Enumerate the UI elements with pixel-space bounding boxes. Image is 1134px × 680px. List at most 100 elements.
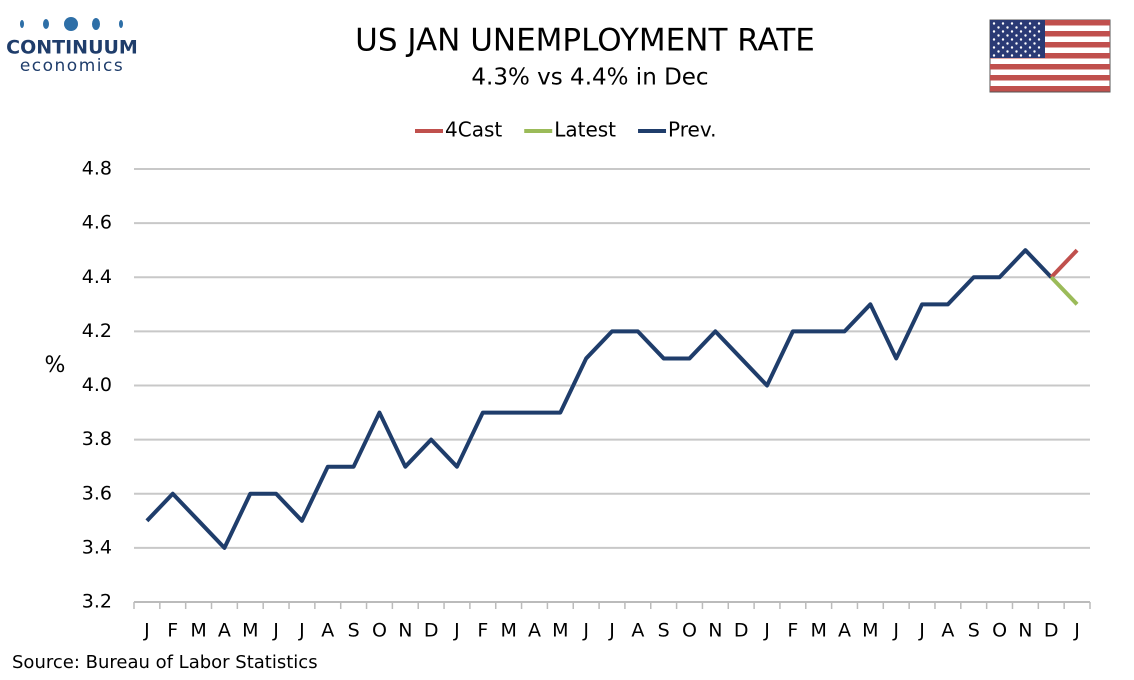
flag-star [992, 46, 996, 49]
flag-star [992, 54, 996, 57]
x-tick-label: N [708, 620, 722, 642]
flag-star [1006, 42, 1009, 45]
flag-star [1028, 30, 1032, 33]
flag-star [1006, 50, 1009, 53]
flag-star [1006, 26, 1009, 29]
x-tick-label: N [1018, 620, 1032, 642]
x-tick-label: D [1044, 620, 1059, 642]
flag-star [1015, 26, 1018, 29]
x-tick-label: O [992, 620, 1007, 642]
flag-star [1019, 38, 1023, 41]
flag-star [1024, 26, 1027, 29]
flag-star [997, 42, 1000, 45]
flag-star [1037, 38, 1041, 41]
flag-star [1024, 42, 1027, 45]
x-tick-label: M [500, 620, 516, 642]
x-tick-label: N [398, 620, 412, 642]
flag-star [1001, 38, 1005, 41]
y-axis-label: % [45, 353, 66, 378]
legend-item: Prev. [638, 118, 716, 142]
flag-star [1001, 22, 1005, 25]
x-tick-label: A [941, 620, 954, 642]
flag-star [1015, 42, 1018, 45]
x-tick-label: F [477, 620, 488, 642]
flag-star [1028, 22, 1032, 25]
flag-star [1033, 50, 1036, 53]
flag-star [1033, 34, 1036, 37]
legend-item: 4Cast [415, 118, 502, 142]
source: Source: Bureau of Labor Statistics [12, 652, 318, 673]
series-line [1049, 248, 1079, 279]
y-tick-label: 4.8 [82, 158, 112, 180]
y-tick-label: 4.2 [82, 320, 112, 342]
x-tick-label: S [348, 620, 360, 642]
flag-star [1015, 50, 1018, 53]
x-tick-label: J [582, 620, 589, 642]
flag-star [1019, 22, 1023, 25]
flag-star [1010, 46, 1014, 49]
x-tick-label: J [1073, 620, 1080, 642]
x-tick-label: F [787, 620, 798, 642]
x-tick-label: J [298, 620, 305, 642]
flag-star [992, 30, 996, 33]
flag-star [1019, 30, 1023, 33]
flag-star [1001, 46, 1005, 49]
logo-name: CONTINUUM [6, 37, 138, 59]
y-tick-label: 3.2 [82, 591, 112, 613]
x-tick-label: M [552, 620, 568, 642]
flag-star [1037, 22, 1041, 25]
flag-star [1028, 46, 1032, 49]
x-tick-label: M [810, 620, 826, 642]
x-tick-label: D [734, 620, 749, 642]
x-tick-label: A [528, 620, 541, 642]
y-tick-label: 4.6 [82, 212, 112, 234]
flag-star [1037, 30, 1041, 33]
x-tick-label: A [838, 620, 851, 642]
series-line [145, 248, 1053, 550]
flag-star [1033, 42, 1036, 45]
x-tick-label: J [272, 620, 279, 642]
x-tick-label: M [862, 620, 878, 642]
flag-star [1010, 38, 1014, 41]
x-tick-label: O [372, 620, 387, 642]
y-tick-label: 3.8 [82, 428, 112, 450]
x-tick-label: F [167, 620, 178, 642]
y-tick-label: 4.0 [82, 374, 112, 396]
flag-star [1015, 34, 1018, 37]
chart-title: US JAN UNEMPLOYMENT RATE [355, 23, 815, 59]
x-tick-label: M [242, 620, 258, 642]
x-tick-label: S [968, 620, 980, 642]
x-tick-label: A [218, 620, 231, 642]
flag-star [997, 50, 1000, 53]
legend-label: 4Cast [445, 118, 502, 142]
legend-label: Prev. [668, 118, 716, 142]
flag-star [1037, 46, 1041, 49]
flag-star [1024, 50, 1027, 53]
series-line [1049, 275, 1079, 306]
x-tick-label: J [763, 620, 770, 642]
flag-star [1001, 30, 1005, 33]
x-tick-label: D [424, 620, 439, 642]
chart-subtitle: 4.3% vs 4.4% in Dec [471, 65, 708, 91]
y-tick-label: 3.6 [82, 482, 112, 504]
flag-star [1019, 46, 1023, 49]
x-tick-label: J [918, 620, 925, 642]
y-tick-label: 3.4 [82, 536, 112, 558]
flag-star [992, 22, 996, 25]
flag-star [992, 38, 996, 41]
flag-star [997, 34, 1000, 37]
x-tick-label: A [321, 620, 334, 642]
flag-star [1010, 30, 1014, 33]
flag-star [1037, 54, 1041, 57]
flag-star [1028, 38, 1032, 41]
legend-item: Latest [524, 118, 616, 142]
flag [989, 19, 1111, 93]
x-tick-label: M [190, 620, 206, 642]
flag-star [1033, 26, 1036, 29]
flag-star [1010, 22, 1014, 25]
legend-label: Latest [554, 118, 616, 142]
flag-star [1010, 54, 1014, 57]
x-tick-label: J [143, 620, 150, 642]
x-tick-label: J [892, 620, 899, 642]
